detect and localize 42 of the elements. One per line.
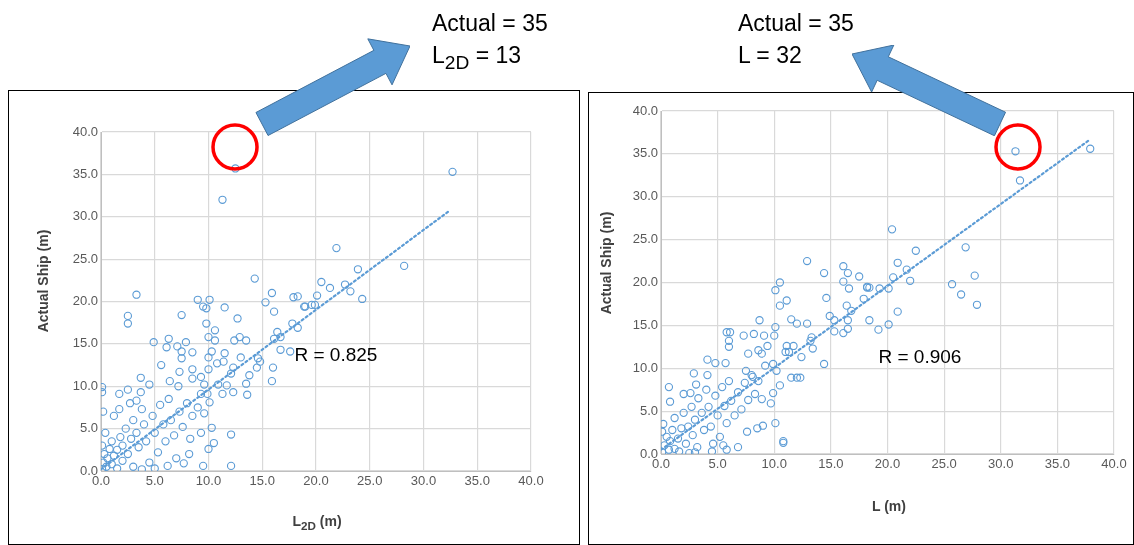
y-tick-label: 15.0 [72, 335, 98, 351]
text: Actual = 35 [432, 9, 548, 38]
y-tick-label: 20.0 [632, 274, 658, 290]
y-tick-label: 40.0 [72, 123, 98, 139]
y-tick-label: 25.0 [72, 250, 98, 266]
y-tick-label: 20.0 [72, 293, 98, 309]
x-tick-label: 25.0 [931, 456, 957, 472]
x-tick-label: 20.0 [874, 456, 901, 472]
x-tick-label: 30.0 [410, 473, 437, 489]
x-axis-title: L$_{2D}$ (m) [292, 513, 342, 532]
x-tick-label: 15.0 [249, 473, 275, 489]
y-tick-label: 5.0 [639, 402, 658, 418]
y-tick-label: 25.0 [632, 231, 658, 247]
x-tick-label: 25.0 [357, 473, 383, 489]
y-tick-label: 10.0 [632, 359, 658, 375]
annotation: R = 0.906 [878, 346, 962, 368]
y-tick-label: 10.0 [72, 377, 98, 393]
y-tick-label: 30.0 [632, 188, 658, 204]
x-axis-title: L (m) [872, 498, 906, 514]
y-axis-title: Actual Ship (m) [35, 229, 51, 333]
x-tick-label: 40.0 [1101, 456, 1127, 472]
annotation: R = 0.825 [294, 343, 378, 365]
y-tick-label: 35.0 [72, 165, 98, 181]
text: L = 32 [738, 41, 802, 70]
y-axis-title: Actual Ship (m) [598, 211, 614, 315]
x-tick-label: 30.0 [988, 456, 1014, 472]
x-tick-label: 20.0 [303, 473, 329, 489]
x-tick-label: 5.0 [708, 456, 727, 472]
y-tick-label: 5.0 [79, 420, 98, 436]
x-tick-label: 40.0 [518, 473, 544, 489]
x-tick-label: 15.0 [818, 456, 844, 472]
x-tick-label: 35.0 [464, 473, 490, 489]
text: Actual = 35 [738, 9, 854, 38]
x-tick-label: 5.0 [145, 473, 164, 489]
y-tick-label: 40.0 [632, 102, 658, 118]
y-tick-label: 30.0 [72, 208, 98, 224]
y-tick-label: 35.0 [632, 145, 658, 161]
text: L$_{2D}$ = 13 [432, 41, 522, 75]
x-tick-label: 10.0 [761, 456, 787, 472]
y-tick-label: 15.0 [632, 316, 658, 332]
x-tick-label: 35.0 [1044, 456, 1071, 472]
x-tick-label: 10.0 [195, 473, 222, 489]
